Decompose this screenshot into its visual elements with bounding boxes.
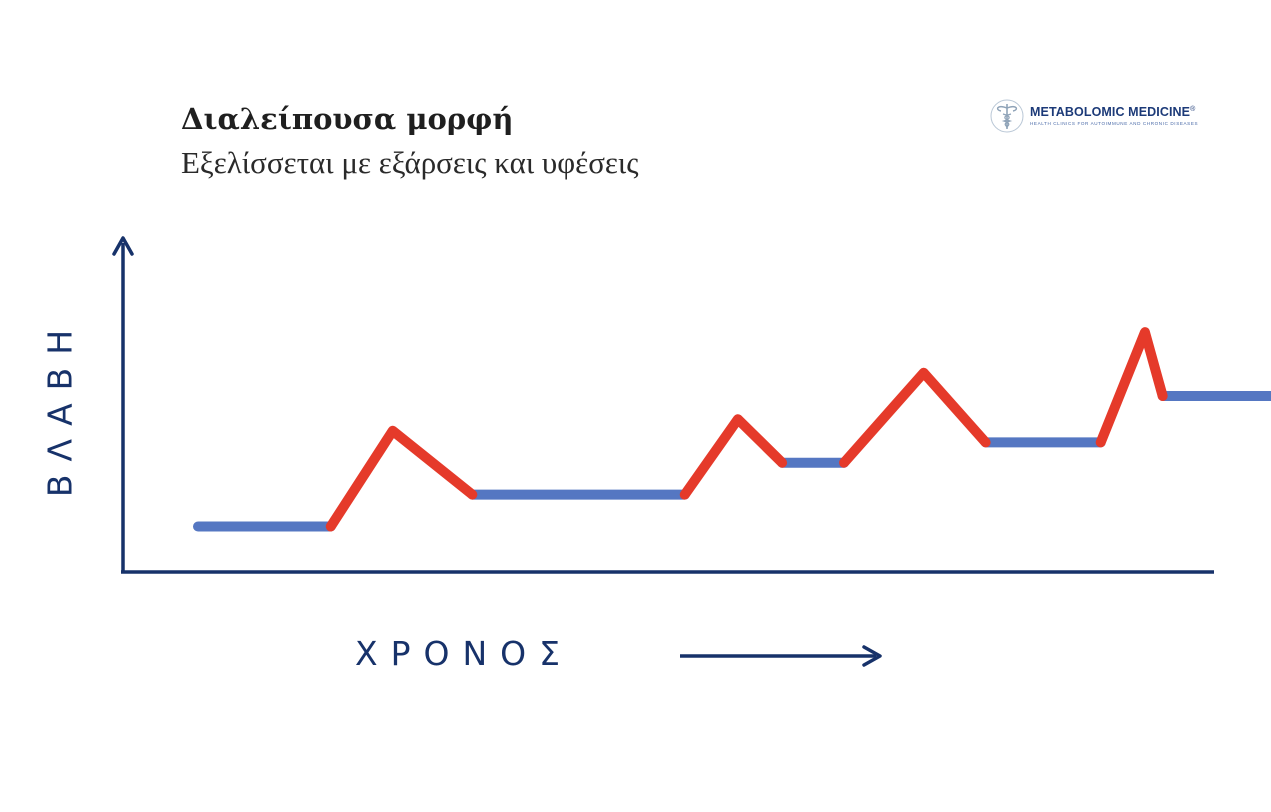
page-subtitle: Εξελίσσεται με εξάρσεις και υφέσεις [181, 145, 639, 180]
caduceus-icon [990, 99, 1024, 133]
course-line [193, 327, 1271, 532]
relapse-segment [1095, 327, 1168, 448]
relapse-segment [839, 367, 991, 468]
brand-tagline: HEALTH CLINICS FOR AUTOIMMUNE AND CHRONI… [1030, 121, 1199, 126]
page-title: Διαλείπουσα μορφή [181, 102, 514, 136]
brand-name: METABOLOMIC MEDICINE® [1030, 105, 1196, 119]
registered-mark: ® [1190, 105, 1196, 113]
relapse-segment [679, 414, 788, 500]
x-axis-label: ΧΡΟΝΟΣ [355, 634, 573, 673]
relapse-segment [325, 425, 478, 532]
arrow-right-icon [862, 645, 882, 667]
y-axis-arrow-icon [112, 236, 134, 256]
brand-logo: METABOLOMIC MEDICINE® HEALTH CLINICS FOR… [988, 96, 1208, 136]
